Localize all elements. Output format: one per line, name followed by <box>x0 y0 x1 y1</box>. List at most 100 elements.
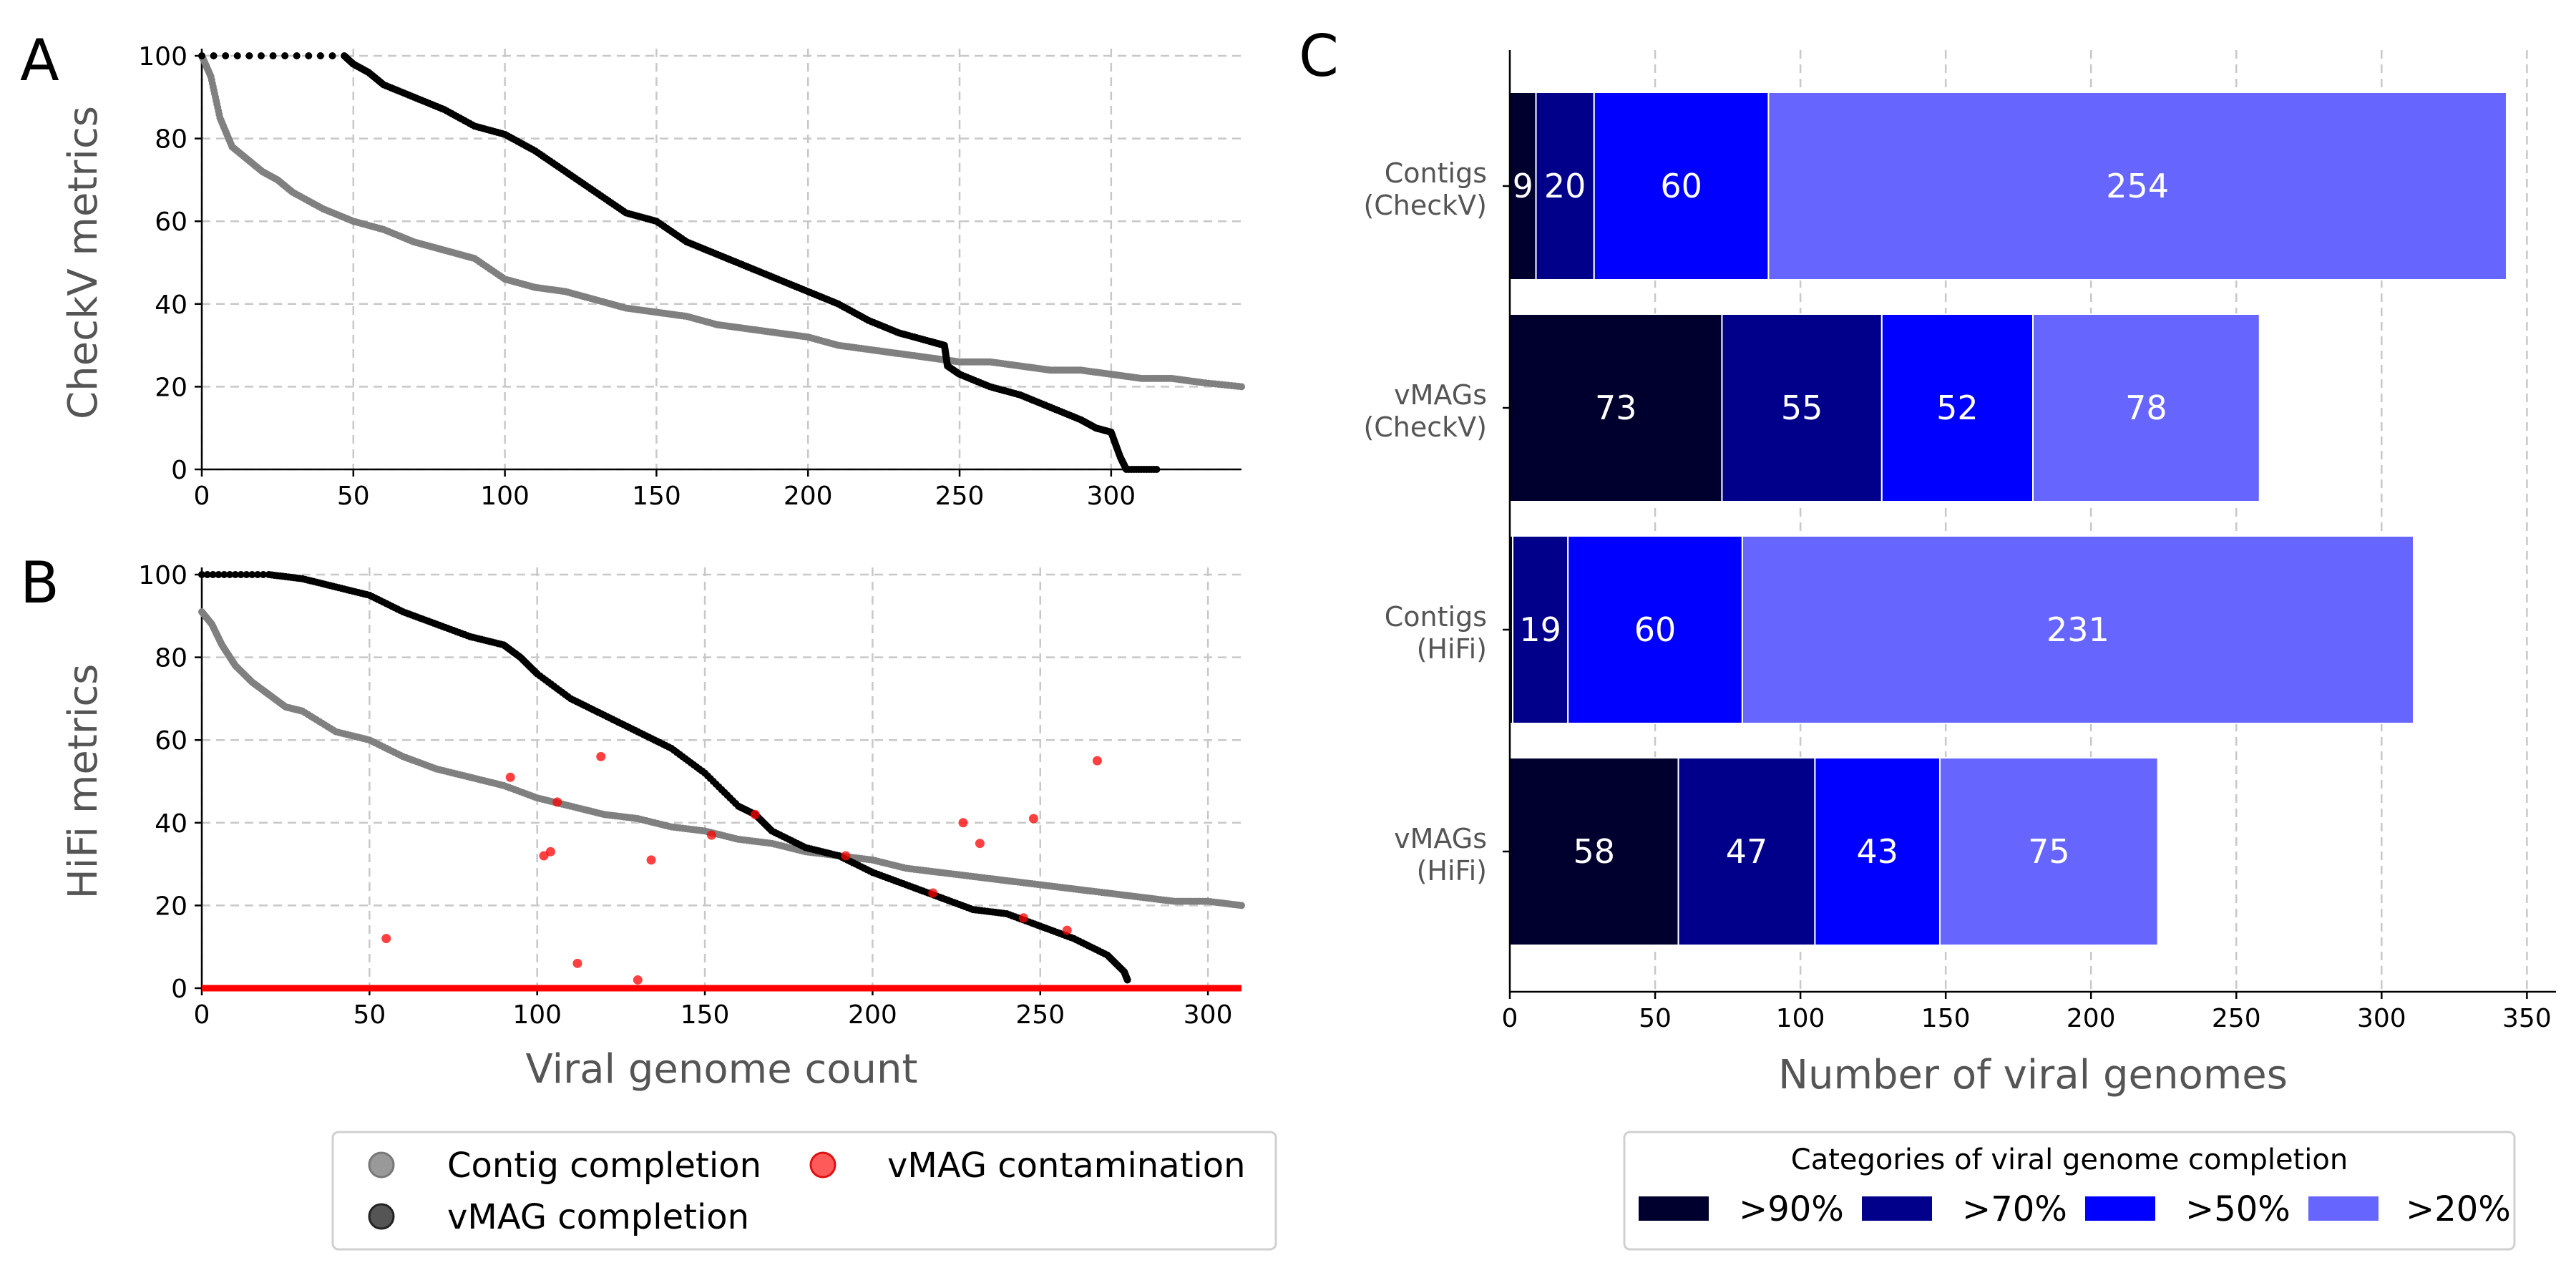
x-axis-label: Number of viral genomes <box>1778 1052 2288 1098</box>
contamination-point <box>928 888 938 898</box>
bar-value-label: 254 <box>2106 167 2169 205</box>
panel-b-chart: 0 50 100 150 200 250 300 0 20 40 60 80 100 HiFi metri… <box>60 561 1245 1093</box>
panel-a-label: A <box>20 27 59 94</box>
panel-c-label: C <box>1299 23 1339 89</box>
x-tick-label: 100 <box>480 482 530 511</box>
x-tick-label: 200 <box>784 482 833 511</box>
y-tick-label: 60 <box>155 726 187 756</box>
x-tick-label: 50 <box>337 482 370 511</box>
contamination-point <box>750 809 760 819</box>
contamination-point <box>706 830 716 840</box>
category-label-line1: Contigs <box>1385 157 1487 189</box>
bar-value-label: 47 <box>1726 832 1768 871</box>
x-tick-label: 150 <box>680 1000 730 1030</box>
category-label-line1: vMAGs <box>1394 823 1487 854</box>
y-tick-label: 0 <box>171 456 187 485</box>
x-tick-label: 200 <box>2067 1004 2116 1033</box>
bar-segment <box>1814 757 1941 946</box>
legend-vmag-completion: vMAG completion <box>447 1197 749 1237</box>
vmag-completion-marker <box>368 1203 395 1230</box>
legend-left-frame <box>331 1131 1277 1251</box>
x-tick-label: 250 <box>935 482 985 511</box>
vmag-completion-point <box>203 571 211 578</box>
vmag-completion-point <box>1123 976 1131 984</box>
bar-segment <box>1593 92 1770 280</box>
legend-label-70: >70% <box>1962 1189 2067 1229</box>
vmag-completion-point <box>248 571 256 578</box>
contamination-point <box>539 851 549 861</box>
bar-segment <box>1535 92 1595 280</box>
contamination-point <box>633 975 643 985</box>
vmag-completion-point <box>209 571 217 578</box>
x-tick-label: 250 <box>2212 1004 2261 1033</box>
legend-swatch-70 <box>1862 1196 1932 1221</box>
category-label-line2: (CheckV) <box>1363 190 1487 221</box>
vmag-completion-point <box>198 52 205 59</box>
bar-value-label: 55 <box>1781 389 1823 427</box>
x-tick-label: 50 <box>353 1000 386 1030</box>
vmag-completion-point <box>215 571 223 578</box>
contamination-point <box>1028 814 1038 824</box>
vmag-completion-point <box>257 52 265 59</box>
vmag-completion-point <box>305 52 313 59</box>
vmag-completion-point <box>316 52 324 59</box>
x-tick-label: 250 <box>1015 1000 1065 1030</box>
x-tick-label: 0 <box>194 482 210 511</box>
contamination-point <box>1018 913 1028 923</box>
category-label-line2: (HiFi) <box>1417 855 1487 887</box>
bar-value-label: 78 <box>2125 389 2167 427</box>
contig-completion-marker <box>368 1151 395 1179</box>
contamination-point <box>545 847 555 857</box>
x-tick-label: 150 <box>632 482 681 511</box>
category-label-line2: (HiFi) <box>1417 633 1487 665</box>
bar-value-label: 60 <box>1634 610 1677 649</box>
legend-left: Contig completion vMAG contamination vMA… <box>331 1131 1277 1251</box>
bar-value-label: 75 <box>2028 832 2070 871</box>
panel-b-label: B <box>20 550 59 616</box>
vmag-completion-point <box>220 571 228 578</box>
legend-contig-completion: Contig completion <box>447 1146 761 1186</box>
contamination-point <box>1092 756 1102 766</box>
contamination-point <box>552 797 562 807</box>
bar-value-label: 19 <box>1519 610 1561 649</box>
y-tick-label: 0 <box>171 975 187 1004</box>
legend-right: Categories of viral genome completion >9… <box>1623 1131 2516 1251</box>
bar-segment <box>1880 313 2034 502</box>
x-tick-label: 300 <box>1184 1000 1233 1030</box>
legend-swatch-90 <box>1639 1196 1709 1221</box>
x-tick-label: 300 <box>2357 1004 2406 1033</box>
bar-value-label: 52 <box>1936 389 1979 427</box>
vmag-completion-point <box>293 52 301 59</box>
vmag-completion-point <box>198 571 205 578</box>
vmag-completion-point <box>233 52 241 59</box>
x-tick-label: 200 <box>848 1000 897 1030</box>
x-tick-label: 350 <box>2502 1004 2552 1033</box>
legend-label-20: >20% <box>2406 1189 2511 1229</box>
contamination-point <box>841 851 851 861</box>
x-axis-label: Viral genome count <box>526 1046 918 1093</box>
y-tick-label: 80 <box>155 125 187 155</box>
vmag-completion-point <box>243 571 250 578</box>
x-tick-label: 50 <box>1639 1004 1672 1033</box>
vmag-completion-point <box>222 52 230 59</box>
contamination-point <box>505 772 515 782</box>
bar-segment <box>1677 757 1816 946</box>
y-tick-label: 40 <box>155 291 187 320</box>
x-tick-label: 300 <box>1086 482 1136 511</box>
y-tick-label: 20 <box>155 892 187 921</box>
bar-segment <box>2032 313 2260 502</box>
bar-value-label: 43 <box>1856 832 1898 871</box>
vmag-completion-point <box>254 571 262 578</box>
vmag-completion-point <box>237 571 245 578</box>
contamination-point <box>1062 925 1072 935</box>
contamination-point <box>646 855 656 865</box>
vmag-contamination-marker <box>809 1151 836 1179</box>
bar-segment <box>1741 535 2415 724</box>
category-label-line2: (CheckV) <box>1363 411 1487 443</box>
contamination-point <box>381 934 391 944</box>
y-tick-label: 20 <box>155 373 187 402</box>
legend-right-title: Categories of viral genome completion <box>1791 1143 2348 1176</box>
bar-segment <box>1939 757 2159 946</box>
